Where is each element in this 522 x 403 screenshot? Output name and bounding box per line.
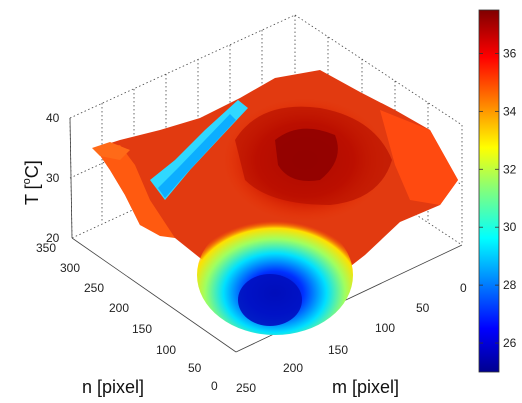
- y-tick: 300: [60, 261, 80, 275]
- temperature-surface: [92, 70, 458, 335]
- colorbar-tick-label: 34: [503, 104, 517, 118]
- x-tick: 150: [328, 343, 348, 357]
- back-wall-right: [294, 14, 463, 126]
- y-ticks: 0 50 100 150 200 250 300 350: [36, 241, 218, 393]
- z-tick: 20: [46, 231, 60, 245]
- y-tick: 50: [188, 361, 202, 375]
- x-axis-label: m [pixel]: [332, 377, 399, 397]
- z-axis-label: T [oC]: [21, 160, 42, 205]
- colorbar-tick-label: 32: [503, 162, 517, 176]
- surface-cyan-band-inner: [158, 114, 236, 198]
- colorbar-tick-label: 36: [503, 46, 517, 60]
- floor-front-n-edge: [71, 237, 237, 353]
- y-tick: 200: [109, 301, 129, 315]
- x-tick: 250: [236, 381, 256, 395]
- surface-ridge-left: [95, 145, 175, 238]
- x-tick: 50: [416, 301, 430, 315]
- z-label-sup: o: [21, 178, 33, 184]
- surface-left-tail: [92, 142, 130, 160]
- surface-right-fold: [380, 110, 458, 205]
- colorbar-tick-label: 30: [503, 220, 517, 234]
- z-axis-line: [69, 117, 73, 239]
- z-label-prefix: T [: [22, 184, 42, 205]
- x-tick: 0: [460, 281, 467, 295]
- y-tick: 250: [84, 281, 104, 295]
- colorbar-ticks: 26 28 30 32 34 36: [479, 46, 517, 350]
- y-tick: 100: [156, 343, 176, 357]
- colorbar-tick-label: 26: [503, 336, 517, 350]
- y-tick: 150: [132, 322, 152, 336]
- surface-peak: [275, 128, 338, 181]
- x-ticks: 0 50 100 150 200 250: [236, 281, 467, 395]
- z-ticks: 20 30 40: [46, 111, 60, 245]
- colorbar: 26 28 30 32 34 36: [478, 9, 517, 373]
- y-axis-label: n [pixel]: [82, 377, 144, 397]
- z-tick: 40: [46, 111, 60, 125]
- y-tick: 350: [36, 241, 56, 255]
- z-tick: 30: [46, 171, 60, 185]
- x-tick: 200: [283, 361, 303, 375]
- colorbar-gradient: [478, 9, 500, 373]
- z-label-suffix: C]: [22, 160, 42, 178]
- y-tick: 0: [211, 379, 218, 393]
- x-tick: 100: [375, 321, 395, 335]
- colorbar-tick-label: 28: [503, 278, 517, 292]
- surface-cold-core: [238, 274, 302, 326]
